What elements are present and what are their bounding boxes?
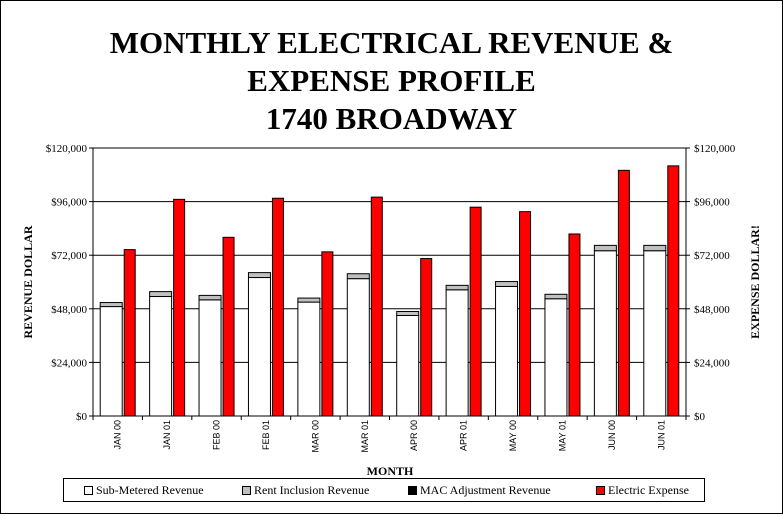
x-tick-label: JUN 00: [607, 420, 617, 450]
chart-title-line-1: MONTHLY ELECTRICAL REVENUE &: [109, 25, 674, 60]
bar-electric-expense: [321, 251, 334, 417]
bar-rent-inclusion-revenue: [593, 244, 617, 252]
gridlines: [93, 147, 686, 363]
bar-rent-inclusion-revenue: [544, 293, 568, 300]
bar-electric-expense: [469, 206, 482, 417]
bar-sub-metered-revenue: [346, 278, 370, 417]
y-tick-label: $48,000: [51, 304, 87, 316]
chart-title-line-3: 1740 BROADWAY: [265, 101, 518, 136]
y-tick-label: $24,000: [51, 357, 87, 369]
legend-label-electric-expense: Electric Expense: [608, 483, 689, 497]
bar-sub-metered-revenue: [495, 285, 519, 417]
legend-item-mac-adjustment: MAC Adjustment Revenue: [408, 483, 551, 498]
bar-sub-metered-revenue: [149, 296, 173, 417]
chart-title: MONTHLY ELECTRICAL REVENUE & EXPENSE PRO…: [0, 24, 783, 138]
bar-sub-metered-revenue: [198, 299, 222, 417]
bar-rent-inclusion-revenue: [346, 273, 370, 280]
bar-rent-inclusion-revenue: [495, 281, 519, 287]
bar-sub-metered-revenue: [643, 250, 667, 417]
y2-tick-label: $0: [694, 411, 706, 423]
bar-rent-inclusion-revenue: [643, 244, 667, 252]
bar-electric-expense: [123, 249, 136, 417]
bar-sub-metered-revenue: [297, 301, 321, 417]
y-tick-label: $96,000: [51, 197, 87, 209]
bar-electric-expense: [519, 211, 532, 417]
x-tick-label: APR 00: [409, 420, 419, 451]
bar-electric-expense: [271, 197, 284, 417]
y2-axis-title: EXPENSE DOLLAR!: [748, 225, 762, 339]
chart-title-line-2: EXPENSE PROFILE: [247, 63, 536, 98]
x-axis-ticks: JAN 00 JAN 01 FEB 00 FEB 01 MAR 00 MAR 01 APR …: [92, 416, 687, 453]
y2-tick-label: $48,000: [694, 304, 730, 316]
bar-electric-expense: [667, 165, 680, 417]
bar-rent-inclusion-revenue: [198, 294, 222, 301]
x-tick-label: MAR 00: [310, 420, 320, 453]
bar-sub-metered-revenue: [247, 277, 271, 417]
x-tick-label: JAN 00: [113, 420, 123, 450]
x-tick-label: MAR 01: [360, 420, 370, 453]
legend: Sub-Metered Revenue Rent Inclusion Reven…: [63, 478, 705, 502]
bar-electric-expense: [370, 196, 383, 417]
y2-tick-label: $96,000: [694, 197, 730, 209]
plot-area: [93, 148, 686, 416]
x-tick-label: APR 01: [459, 420, 469, 451]
bar-sub-metered-revenue: [99, 306, 123, 417]
legend-swatch-rent-inclusion: [242, 485, 251, 495]
x-axis-title: MONTH: [367, 464, 414, 478]
x-tick-label: JAN 01: [162, 420, 172, 450]
legend-item-sub-metered: Sub-Metered Revenue: [84, 483, 204, 498]
legend-item-electric-expense: Electric Expense: [596, 483, 689, 498]
x-tick-label: MAY 01: [557, 420, 567, 451]
y2-tick-label: $24,000: [694, 357, 730, 369]
bar-electric-expense: [617, 169, 630, 417]
chart-plot: $0 $24,000 $48,000 $72,000 $96,000 $120,000 $…: [21, 143, 762, 478]
legend-swatch-sub-metered: [84, 485, 93, 495]
y2-tick-label: $72,000: [694, 250, 730, 262]
y-axis-title: REVENUE DOLLAR: [21, 225, 35, 338]
bar-rent-inclusion-revenue: [99, 302, 123, 308]
x-tick-label: JUN 01: [656, 420, 666, 450]
bar-electric-expense: [420, 258, 433, 417]
bar-rent-inclusion-revenue: [445, 284, 469, 291]
legend-label-rent-inclusion: Rent Inclusion Revenue: [254, 483, 370, 497]
x-tick-label: MAY 00: [508, 420, 518, 451]
legend-label-sub-metered: Sub-Metered Revenue: [96, 483, 204, 497]
bar-electric-expense: [173, 198, 186, 417]
y-tick-label: $120,000: [46, 143, 88, 155]
x-tick-label: FEB 00: [212, 420, 222, 450]
bar-sub-metered-revenue: [544, 298, 568, 417]
bar-sub-metered-revenue: [396, 315, 420, 417]
y-tick-label: $0: [76, 411, 88, 423]
left-axis-ticks: $0 $24,000 $48,000 $72,000 $96,000 $120,000: [46, 143, 93, 423]
bar-rent-inclusion-revenue: [396, 310, 420, 317]
x-tick-label: FEB 01: [261, 420, 271, 450]
legend-item-rent-inclusion: Rent Inclusion Revenue: [242, 483, 369, 498]
y2-tick-label: $120,000: [694, 143, 736, 155]
bar-rent-inclusion-revenue: [247, 272, 271, 279]
legend-swatch-mac-adjustment: [408, 485, 417, 495]
bar-sub-metered-revenue: [445, 289, 469, 417]
y-tick-label: $72,000: [51, 250, 87, 262]
legend-swatch-electric-expense: [596, 485, 605, 495]
bars: [99, 165, 680, 417]
bar-rent-inclusion-revenue: [149, 291, 173, 298]
right-axis-ticks: $0 $24,000 $48,000 $72,000 $96,000 $120,000: [686, 143, 736, 423]
bar-electric-expense: [568, 233, 581, 417]
bar-rent-inclusion-revenue: [297, 297, 321, 303]
bar-sub-metered-revenue: [593, 250, 617, 417]
legend-label-mac-adjustment: MAC Adjustment Revenue: [420, 483, 551, 497]
bar-electric-expense: [222, 236, 235, 417]
